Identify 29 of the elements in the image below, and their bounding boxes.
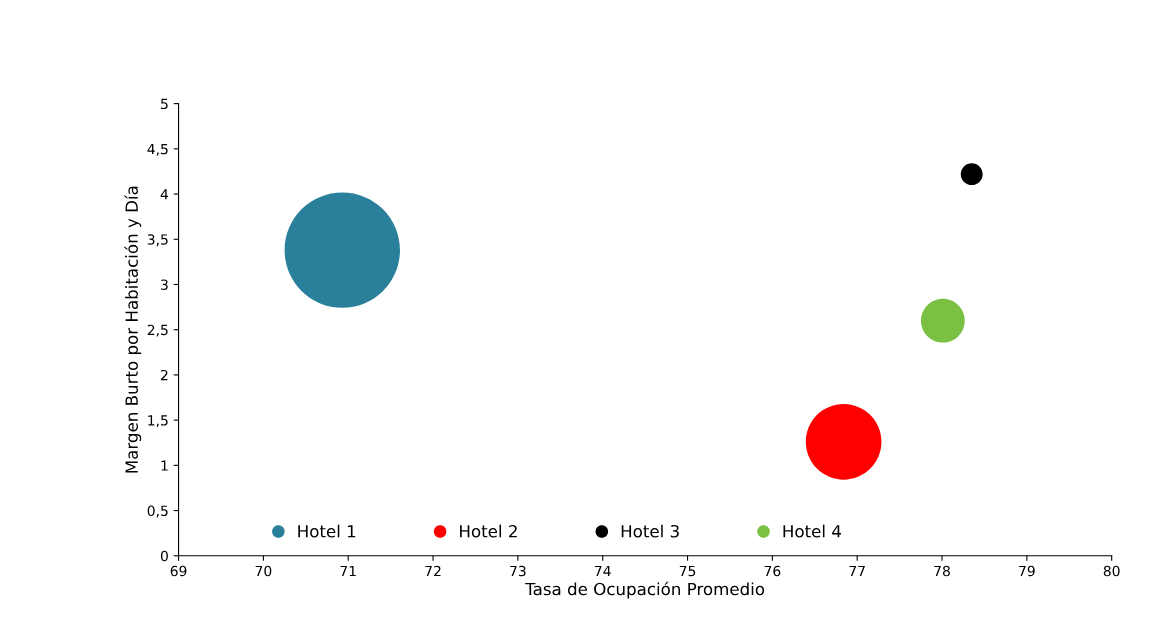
y-tick-label: 2,5 bbox=[147, 324, 168, 337]
y-tick-label: 0 bbox=[160, 550, 168, 562]
x-tick-label: 69 bbox=[170, 565, 187, 577]
legend-label: Hotel 1 bbox=[298, 524, 356, 538]
legend-label: Hotel 3 bbox=[621, 524, 679, 538]
x-axis-title: Tasa de Ocupación Promedio bbox=[525, 581, 765, 599]
x-tick-label: 71 bbox=[340, 565, 356, 577]
y-tick-label: 4,5 bbox=[147, 143, 168, 156]
y-tick-label: 0,5 bbox=[147, 505, 168, 518]
y-tick-label: 3,5 bbox=[147, 234, 168, 247]
y-tick-label: 1,5 bbox=[148, 415, 168, 428]
x-tick-label: 76 bbox=[764, 565, 781, 577]
y-tick-label: 4 bbox=[160, 189, 169, 200]
x-tick-label: 75 bbox=[679, 565, 696, 577]
x-tick-label: 78 bbox=[934, 565, 950, 577]
y-tick-label: 5 bbox=[161, 98, 168, 110]
y-tick-label: 1 bbox=[161, 460, 168, 471]
x-tick-label: 72 bbox=[425, 565, 441, 577]
y-axis-title: Margen Burto por Habitación y Día bbox=[124, 186, 142, 473]
x-tick-label: 79 bbox=[1019, 565, 1035, 577]
x-tick-label: 70 bbox=[255, 565, 272, 577]
y-tick-label: 3 bbox=[161, 279, 168, 290]
x-tick-label: 73 bbox=[510, 565, 526, 577]
x-tick-label: 77 bbox=[849, 565, 865, 577]
x-tick-label: 80 bbox=[1103, 565, 1120, 577]
y-tick-label: 2 bbox=[161, 369, 168, 381]
legend-label: Hotel 2 bbox=[460, 524, 517, 538]
legend-label: Hotel 4 bbox=[783, 524, 841, 538]
x-tick-label: 74 bbox=[595, 565, 611, 577]
